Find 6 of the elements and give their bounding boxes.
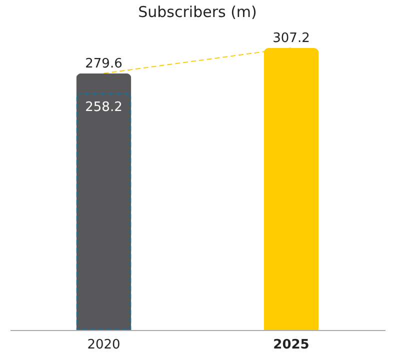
data-label: 279.6 xyxy=(85,56,122,72)
data-label: 258.2 xyxy=(85,100,122,115)
chart-title: Subscribers (m) xyxy=(138,3,257,21)
x-tick-label: 2025 xyxy=(273,338,310,352)
x-tick-label: 2020 xyxy=(87,338,120,352)
data-label: 307.2 xyxy=(272,31,310,46)
